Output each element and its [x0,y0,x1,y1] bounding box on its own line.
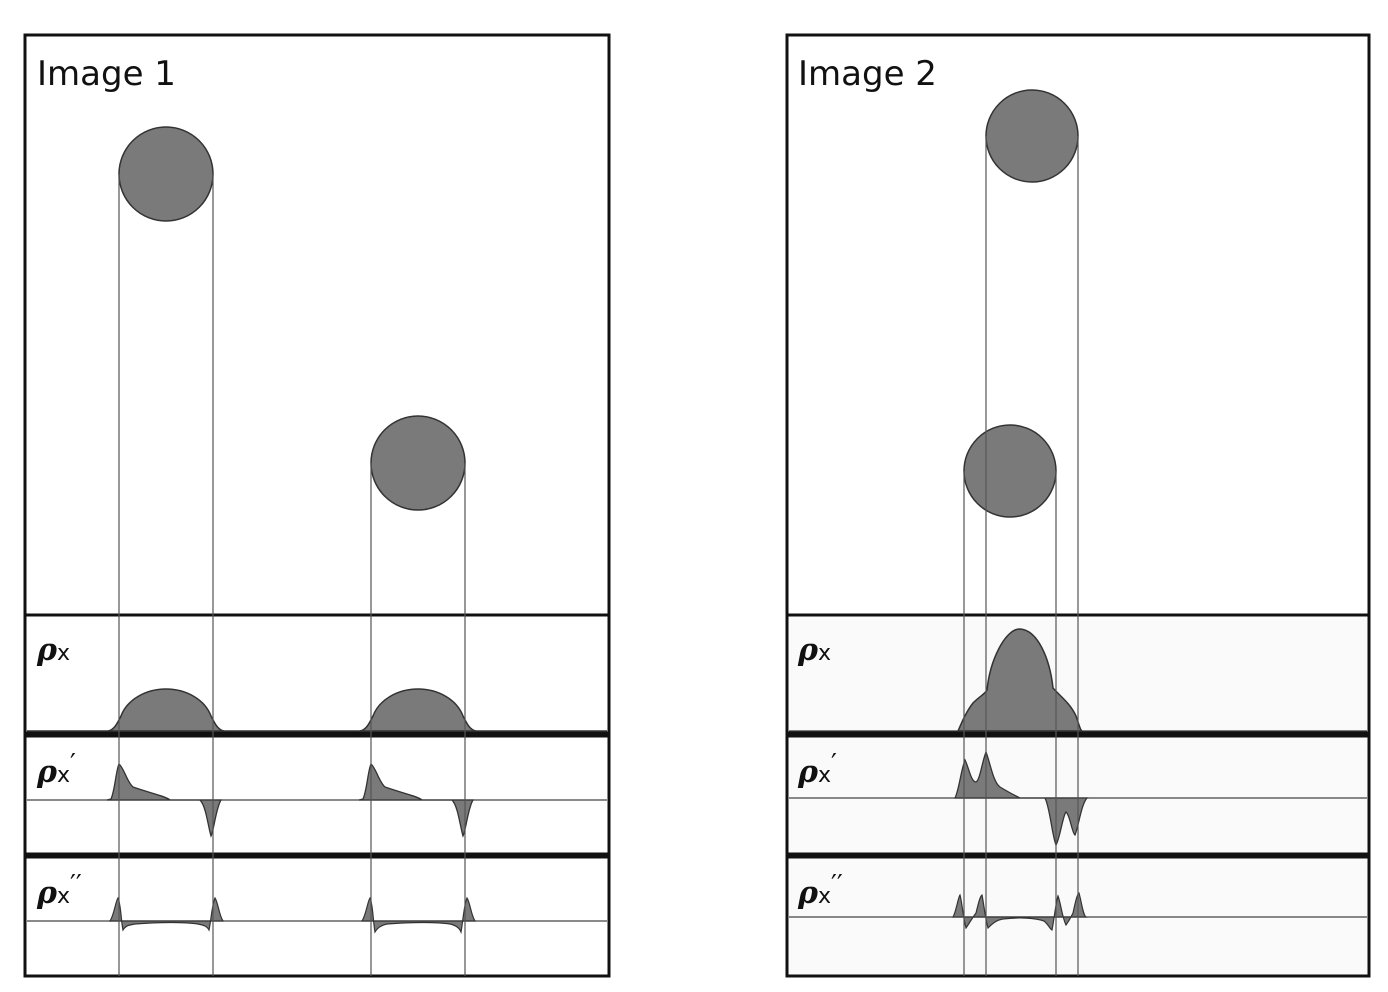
image-2-rho-double-prime-curve [951,892,1088,931]
image-1-large-circle [118,126,214,222]
image-2-rho-prime-curve [953,750,1089,847]
image-1-rho-label: ρx [36,633,70,668]
image-2-upper-circle [985,89,1079,183]
image-2-rho-merged-curve [956,628,1083,732]
image-1-rho-prime-curve-1 [106,762,223,838]
image-1-rho-prime-curve-2 [358,762,475,838]
image-2-title: Image 2 [798,54,937,94]
panel-image-2: Image 2 ρx ρx′ ρx′′ [785,33,1371,978]
image-1-track-rho [23,613,611,735]
image-1-small-circle [370,415,466,511]
image-2-rho-label: ρx [797,633,831,668]
image-1-projection-lines [118,174,466,976]
image-2-projection-lines [963,136,1079,976]
image-2-rho-prime-label: ρx′ [797,749,837,790]
image-2-lower-circle [963,424,1057,518]
image-1-title: Image 1 [37,54,176,94]
image-1-rho-prime-label: ρx′ [36,749,76,790]
image-1-frame [23,33,611,617]
image-1-rho-double-prime-label: ρx′′ [36,870,82,911]
image-1-track-rho-double-prime [23,855,611,978]
panel-image-1: Image 1 ρx ρx′ ρx′′ [23,33,611,978]
image-2-rho-double-prime-label: ρx′′ [797,870,843,911]
